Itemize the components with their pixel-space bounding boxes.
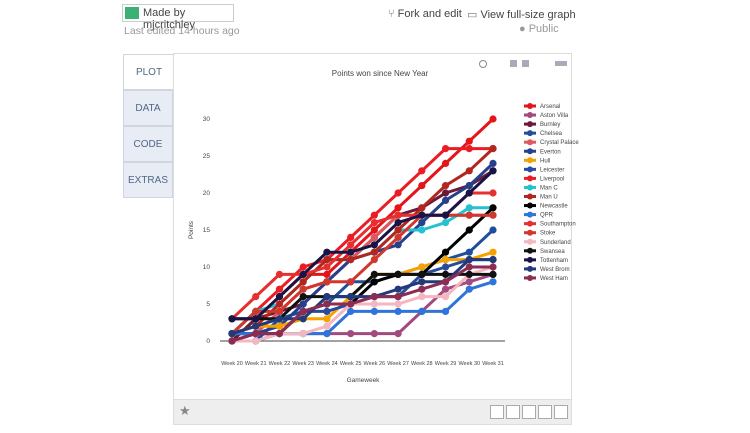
edited: Last edited 14 hours ago bbox=[124, 25, 240, 37]
twitter-icon[interactable] bbox=[522, 405, 536, 419]
author: Made by mjcritchley bbox=[143, 7, 195, 31]
view-link[interactable]: ▭ View full-size graph bbox=[467, 9, 576, 21]
tab[interactable]: DATA bbox=[123, 90, 173, 126]
plot-panel: ★ bbox=[173, 53, 572, 425]
toolbar: ★ bbox=[174, 399, 571, 424]
fork-link[interactable]: ⑂ Fork and edit bbox=[388, 8, 462, 20]
link-icon[interactable] bbox=[490, 405, 504, 419]
embed-icon[interactable] bbox=[554, 405, 568, 419]
visibility: ● Public bbox=[519, 23, 559, 35]
avatar bbox=[125, 7, 139, 19]
star-icon[interactable]: ★ bbox=[179, 403, 191, 418]
author-badge[interactable]: Made by mjcritchley bbox=[122, 4, 234, 31]
view-text: View full-size graph bbox=[480, 9, 576, 21]
facebook-icon[interactable] bbox=[506, 405, 520, 419]
visibility-text: Public bbox=[528, 23, 559, 35]
fork-text: Fork and edit bbox=[397, 8, 462, 20]
tab[interactable]: EXTRAS bbox=[123, 162, 173, 198]
tab[interactable]: PLOT bbox=[123, 54, 174, 90]
google-icon[interactable] bbox=[538, 405, 552, 419]
tab[interactable]: CODE bbox=[123, 126, 173, 162]
